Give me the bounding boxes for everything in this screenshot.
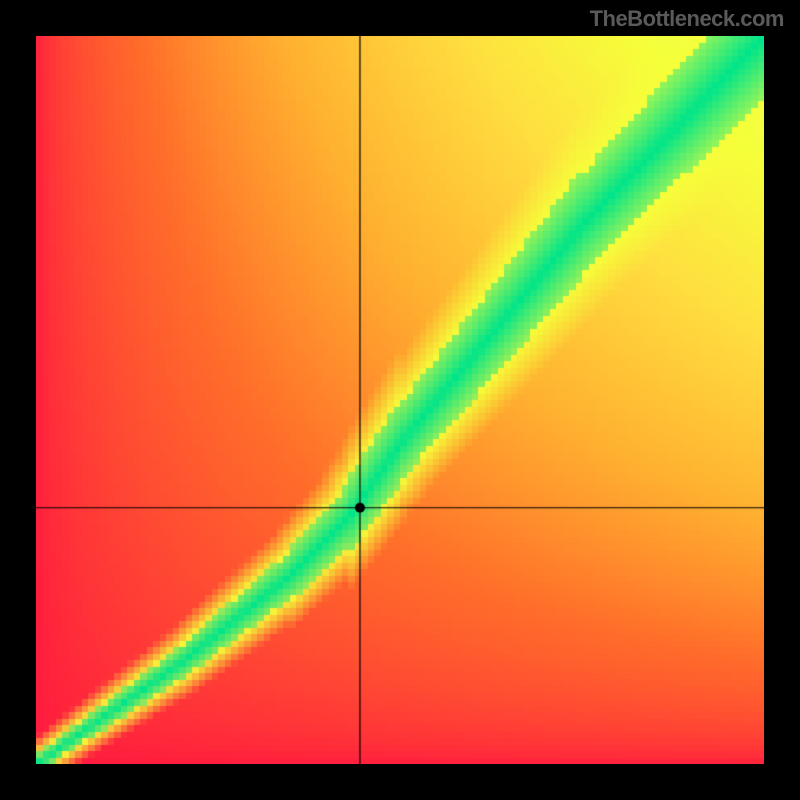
heatmap-canvas bbox=[36, 36, 764, 764]
chart-container: TheBottleneck.com bbox=[0, 0, 800, 800]
watermark-label: TheBottleneck.com bbox=[590, 6, 784, 32]
